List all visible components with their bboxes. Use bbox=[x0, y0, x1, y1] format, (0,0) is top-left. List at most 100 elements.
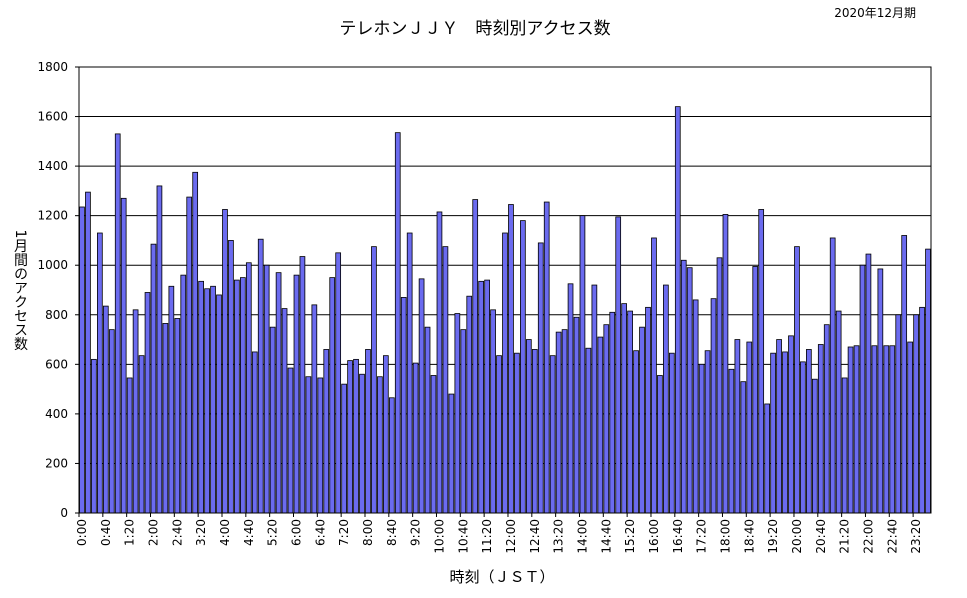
bar bbox=[543, 201, 550, 514]
bar bbox=[859, 264, 866, 514]
bar bbox=[603, 324, 610, 514]
bar bbox=[663, 284, 669, 514]
bar bbox=[806, 349, 812, 514]
bar bbox=[615, 216, 622, 514]
x-tick-label: 6:00 bbox=[289, 519, 303, 546]
bar bbox=[657, 375, 663, 514]
bar bbox=[108, 329, 115, 514]
bar bbox=[192, 171, 199, 514]
bar bbox=[365, 349, 371, 514]
bar bbox=[466, 295, 473, 514]
x-tick-label: 11:20 bbox=[480, 519, 494, 554]
x-tick-label: 2:40 bbox=[170, 519, 184, 546]
x-tick-label: 18:00 bbox=[718, 519, 732, 554]
bar bbox=[883, 345, 890, 514]
bar bbox=[520, 220, 526, 514]
x-tick-label: 4:40 bbox=[242, 519, 256, 546]
bar bbox=[311, 304, 318, 514]
bar bbox=[800, 361, 806, 514]
x-tick-label: 8:40 bbox=[385, 519, 399, 546]
bar bbox=[97, 232, 103, 514]
bar bbox=[406, 232, 413, 514]
bar bbox=[734, 339, 741, 514]
x-tick-label: 7:20 bbox=[337, 519, 351, 546]
x-tick-label: 12:40 bbox=[528, 519, 542, 554]
chart-title: テレホンＪＪＹ 時刻別アクセス数 bbox=[339, 19, 610, 39]
x-tick-label: 0:40 bbox=[99, 519, 113, 546]
bar bbox=[454, 313, 461, 514]
y-tick-label: 1200 bbox=[37, 209, 68, 223]
bar bbox=[150, 243, 157, 514]
bar bbox=[317, 377, 324, 514]
bar bbox=[388, 397, 395, 514]
bar bbox=[895, 314, 902, 514]
bar bbox=[907, 341, 913, 514]
bar bbox=[597, 336, 604, 514]
x-tick-label: 16:00 bbox=[647, 519, 661, 554]
bar bbox=[758, 209, 765, 514]
bar bbox=[847, 346, 854, 514]
bar bbox=[531, 349, 538, 514]
bar bbox=[567, 283, 574, 514]
bar bbox=[746, 341, 753, 514]
bar bbox=[263, 264, 270, 514]
bar bbox=[472, 199, 479, 514]
bar bbox=[180, 274, 187, 514]
bar bbox=[794, 246, 800, 514]
bar bbox=[418, 278, 425, 514]
bar bbox=[853, 345, 860, 514]
bar bbox=[168, 285, 175, 514]
x-tick-label: 18:40 bbox=[742, 519, 756, 554]
bar bbox=[359, 373, 365, 514]
bar bbox=[299, 256, 306, 514]
y-tick-label: 1000 bbox=[37, 258, 68, 272]
x-axis-title: 時刻（ＪＳＴ） bbox=[449, 568, 554, 586]
bar bbox=[722, 214, 729, 514]
x-tick-label: 4:00 bbox=[218, 519, 232, 546]
bar bbox=[335, 252, 342, 514]
bar bbox=[764, 403, 770, 514]
bar bbox=[114, 133, 121, 514]
bar bbox=[430, 375, 437, 514]
bar bbox=[639, 326, 645, 514]
x-tick-label: 5:20 bbox=[266, 519, 280, 546]
bar bbox=[585, 347, 592, 514]
x-tick-label: 22:40 bbox=[885, 519, 899, 554]
bar bbox=[329, 277, 336, 514]
bar bbox=[740, 381, 747, 514]
bar bbox=[496, 355, 502, 514]
x-tick-label: 12:00 bbox=[504, 519, 518, 554]
bar bbox=[621, 303, 628, 514]
bar bbox=[251, 351, 258, 514]
bar bbox=[871, 345, 878, 514]
bar bbox=[144, 292, 151, 514]
bar bbox=[573, 316, 580, 514]
bar bbox=[704, 350, 711, 514]
bar bbox=[668, 352, 675, 514]
bar bbox=[537, 242, 544, 514]
bar bbox=[901, 235, 908, 514]
bar bbox=[782, 351, 788, 514]
bar bbox=[228, 240, 234, 514]
y-tick-label: 1400 bbox=[37, 159, 68, 173]
x-tick-label: 1:20 bbox=[123, 519, 137, 546]
bar bbox=[579, 215, 586, 514]
bar bbox=[508, 204, 514, 514]
bar bbox=[561, 329, 568, 514]
y-tick-labels: 0 200 400 600 800 1000 1200 1400 1600 1800 bbox=[37, 60, 79, 520]
x-tick-label: 10:40 bbox=[456, 519, 470, 554]
bar bbox=[341, 383, 347, 514]
bar bbox=[275, 272, 282, 514]
bar bbox=[788, 335, 794, 514]
bar bbox=[817, 344, 824, 514]
x-tick-label: 8:00 bbox=[361, 519, 375, 546]
bar bbox=[79, 206, 85, 514]
bar bbox=[126, 377, 133, 514]
bar bbox=[484, 279, 490, 514]
bar bbox=[591, 284, 598, 514]
bar bbox=[609, 311, 616, 514]
bar bbox=[776, 339, 782, 514]
bar bbox=[502, 232, 508, 514]
